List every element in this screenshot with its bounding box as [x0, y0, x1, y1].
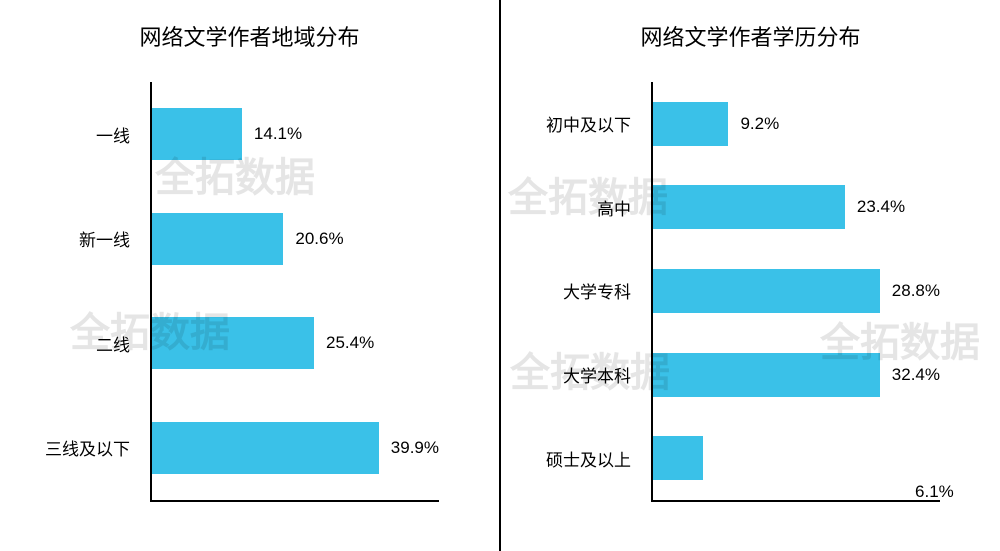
- bar-row: 初中及以下9.2%: [653, 102, 940, 146]
- right-axis-x: [651, 500, 940, 502]
- bar: [653, 269, 880, 313]
- bar-value: 32.4%: [892, 365, 940, 385]
- bar: [152, 108, 242, 160]
- bar-row: 新一线20.6%: [152, 213, 439, 265]
- bar-value: 20.6%: [295, 229, 343, 249]
- left-bars: 一线14.1% 新一线20.6% 二线25.4% 三线及以下39.9%: [152, 82, 439, 500]
- bar-label: 新一线: [22, 226, 142, 251]
- bar-label: 二线: [22, 331, 142, 356]
- bar: [653, 185, 845, 229]
- bar-label: 一线: [22, 122, 142, 147]
- bar-value: 9.2%: [740, 114, 779, 134]
- bar: [152, 317, 314, 369]
- bar: [152, 213, 283, 265]
- bar-row: 大学专科28.8%: [653, 269, 940, 313]
- left-panel: 网络文学作者地域分布 一线14.1%新一线20.6%二线25.4%三线及以下39…: [0, 0, 501, 551]
- bar-value: 6.1%: [915, 482, 954, 502]
- bar-label: 高中: [523, 195, 643, 220]
- right-chart-title: 网络文学作者学历分布: [531, 20, 970, 52]
- bar-row: 三线及以下39.9%: [152, 422, 439, 474]
- left-axis-x: [150, 500, 439, 502]
- bar-row: 硕士及以上6.1%: [653, 436, 940, 480]
- bar-value: 28.8%: [892, 281, 940, 301]
- bar-label: 大学本科: [523, 362, 643, 387]
- bar-row: 二线25.4%: [152, 317, 439, 369]
- chart-container: 网络文学作者地域分布 一线14.1%新一线20.6%二线25.4%三线及以下39…: [0, 0, 1000, 551]
- bar: [653, 436, 703, 480]
- bar-label: 大学专科: [523, 278, 643, 303]
- left-chart-title: 网络文学作者地域分布: [30, 20, 469, 52]
- right-panel: 网络文学作者学历分布 初中及以下9.2%高中23.4%大学专科28.8%大学本科…: [501, 0, 1000, 551]
- right-bars: 初中及以下9.2% 高中23.4% 大学专科28.8% 大学本科32.4% 硕士及以上6…: [653, 82, 940, 500]
- bar-value: 25.4%: [326, 333, 374, 353]
- bar-value: 23.4%: [857, 197, 905, 217]
- bar: [653, 353, 880, 397]
- bar: [152, 422, 379, 474]
- bar-row: 大学本科32.4%: [653, 353, 940, 397]
- bar-value: 39.9%: [391, 438, 439, 458]
- bar-row: 高中23.4%: [653, 185, 940, 229]
- bar-label: 硕士及以上: [523, 446, 643, 471]
- bar-row: 一线14.1%: [152, 108, 439, 160]
- bar-label: 初中及以下: [523, 111, 643, 136]
- right-chart-area: 初中及以下9.2% 高中23.4% 大学专科28.8% 大学本科32.4% 硕士及以上6…: [531, 82, 970, 522]
- bar: [653, 102, 728, 146]
- bar-value: 14.1%: [254, 124, 302, 144]
- left-chart-area: 一线14.1% 新一线20.6% 二线25.4% 三线及以下39.9%: [30, 82, 469, 522]
- bar-label: 三线及以下: [22, 435, 142, 460]
